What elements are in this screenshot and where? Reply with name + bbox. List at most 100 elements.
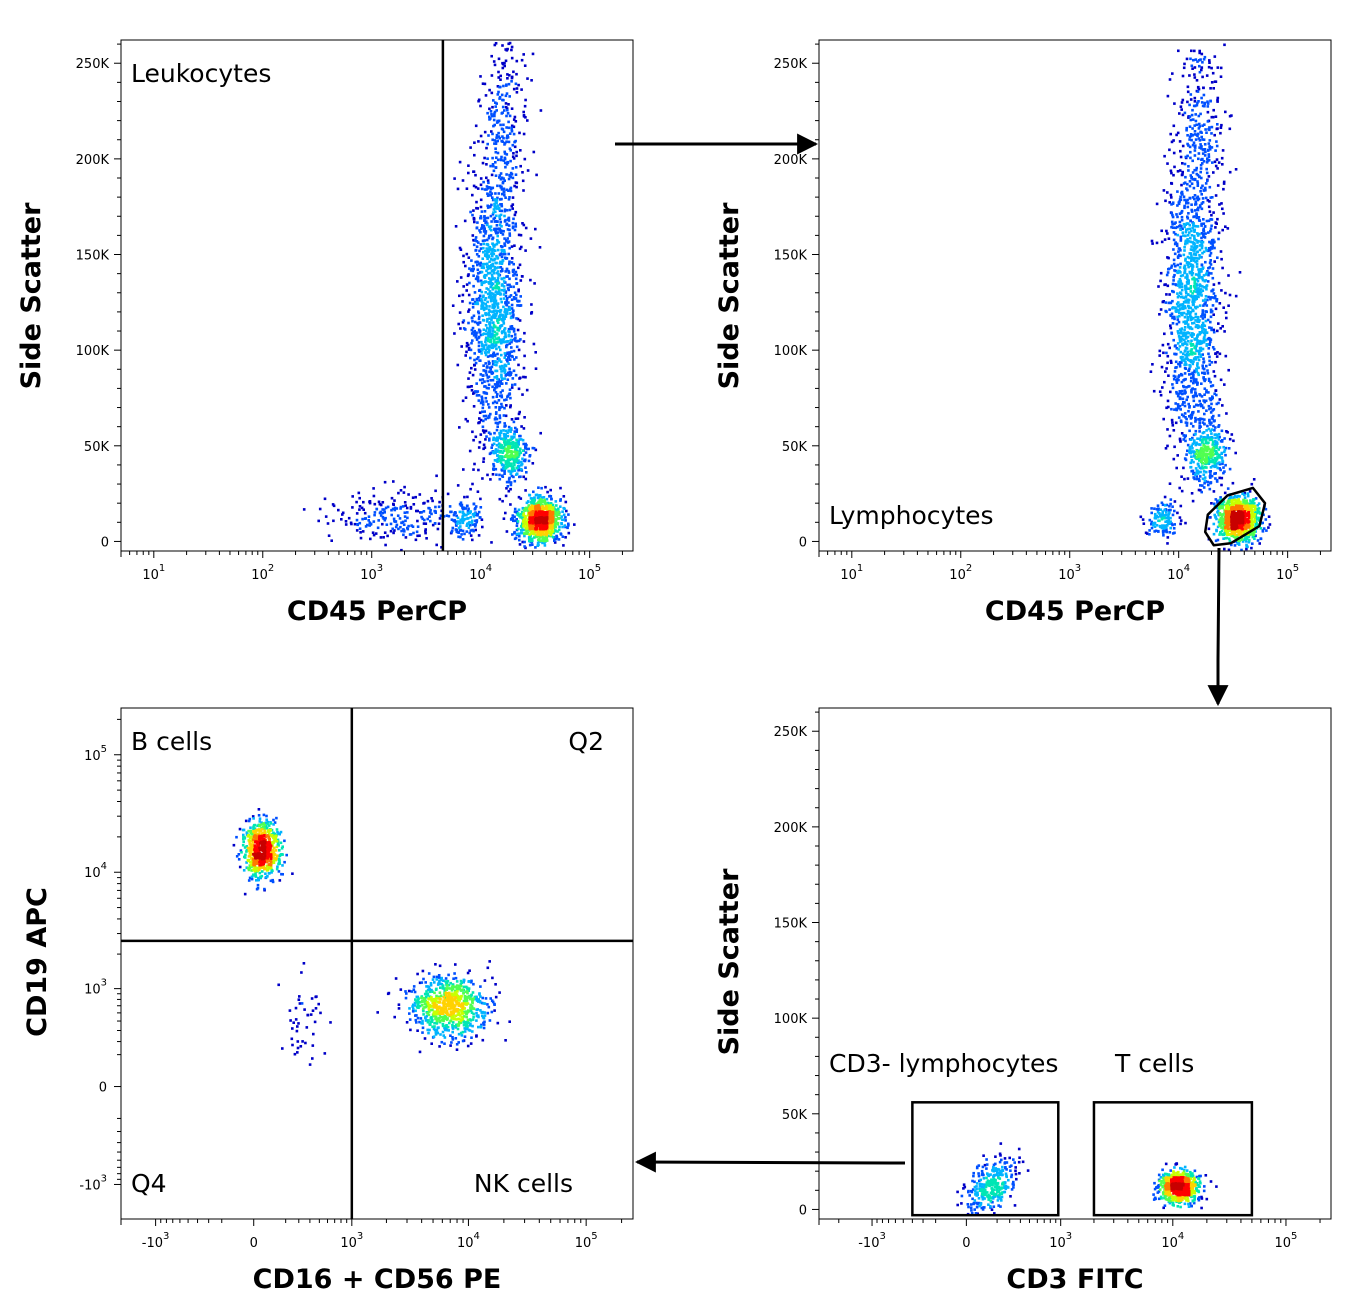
event-dot (1161, 526, 1164, 529)
event-dot (503, 425, 506, 428)
event-dot (551, 510, 555, 514)
event-dot (1196, 234, 1200, 237)
event-dot (1185, 273, 1189, 276)
event-dot (1194, 391, 1197, 394)
event-dot (1212, 490, 1216, 493)
event-dot (498, 497, 502, 501)
event-dot (477, 140, 480, 143)
event-dot (1191, 335, 1194, 338)
event-dot (544, 539, 548, 542)
event-dot (503, 288, 506, 291)
event-dot (1236, 494, 1240, 498)
event-dot (1188, 256, 1191, 260)
event-dot (1180, 373, 1184, 377)
event-dot (503, 252, 507, 256)
event-dot (1183, 198, 1186, 202)
event-dot (485, 163, 488, 166)
event-dot (461, 519, 464, 523)
event-dot (1186, 205, 1190, 209)
event-dot (491, 163, 495, 166)
event-dot (508, 428, 512, 432)
event-dot (1181, 303, 1185, 306)
event-dot (495, 266, 498, 270)
event-dot (496, 119, 499, 123)
event-dot (491, 275, 494, 279)
event-dot (1186, 335, 1190, 339)
event-dot (523, 354, 526, 358)
event-dot (1209, 259, 1212, 262)
event-dot (495, 227, 498, 231)
event-dot (1211, 384, 1215, 387)
event-dot (1210, 132, 1213, 135)
event-dot (337, 508, 340, 512)
event-dot (1261, 530, 1265, 533)
event-dot (476, 512, 480, 516)
event-dot (485, 146, 488, 150)
event-dot (1172, 151, 1176, 155)
event-dot (501, 260, 504, 264)
event-dot (501, 451, 504, 454)
event-dot (555, 535, 558, 538)
event-dot (541, 538, 544, 541)
event-dot (502, 305, 505, 309)
event-dot (1189, 133, 1193, 136)
event-dot (1179, 419, 1183, 422)
event-dot (501, 499, 504, 503)
event-dot (355, 518, 359, 522)
event-dot (509, 316, 513, 320)
event-dot (485, 188, 488, 191)
event-dot (502, 289, 506, 293)
event-dot (332, 504, 336, 508)
event-dot (499, 348, 502, 352)
event-dot (1160, 501, 1164, 505)
event-dot (1199, 435, 1203, 438)
event-dot (538, 521, 541, 524)
event-dot (482, 344, 486, 347)
event-dot (369, 537, 372, 541)
event-dot (486, 187, 490, 190)
event-dot (1197, 157, 1200, 161)
event-dot (486, 337, 490, 340)
event-dot (534, 507, 537, 511)
event-dot (501, 369, 505, 373)
event-dot (1183, 204, 1186, 208)
event-dot (1217, 414, 1221, 417)
event-dot (1223, 491, 1227, 495)
event-dot (517, 288, 520, 291)
event-dot (1240, 548, 1243, 552)
event-dot (483, 380, 486, 383)
event-dot (494, 42, 498, 45)
event-dot (1162, 351, 1165, 355)
event-dot (493, 338, 496, 342)
event-dot (1215, 298, 1219, 301)
event-dot (554, 500, 558, 503)
event-dot (474, 519, 477, 523)
event-dot (1150, 507, 1153, 510)
event-dot (1164, 520, 1167, 523)
event-dot (461, 321, 465, 324)
event-dot (412, 503, 416, 506)
event-dot (1191, 159, 1194, 163)
event-dot (470, 328, 474, 332)
event-dot (416, 519, 419, 523)
event-dot (534, 546, 537, 549)
event-dot (505, 140, 508, 143)
event-dot (521, 449, 525, 452)
event-dot (1206, 318, 1210, 322)
event-dot (436, 527, 440, 531)
event-dot (487, 351, 490, 354)
event-dot (545, 526, 549, 530)
event-dot (1179, 291, 1182, 294)
event-dot (504, 460, 508, 464)
event-dot (416, 509, 419, 513)
event-dot (512, 420, 516, 424)
event-dot (1217, 401, 1220, 405)
event-dot (472, 243, 476, 247)
event-dot (523, 516, 527, 519)
event-dot (494, 161, 497, 164)
event-dot (486, 473, 489, 477)
event-dot (1207, 377, 1211, 381)
event-dot (1184, 295, 1188, 298)
event-dot (1180, 285, 1184, 289)
event-dot (1187, 144, 1190, 147)
